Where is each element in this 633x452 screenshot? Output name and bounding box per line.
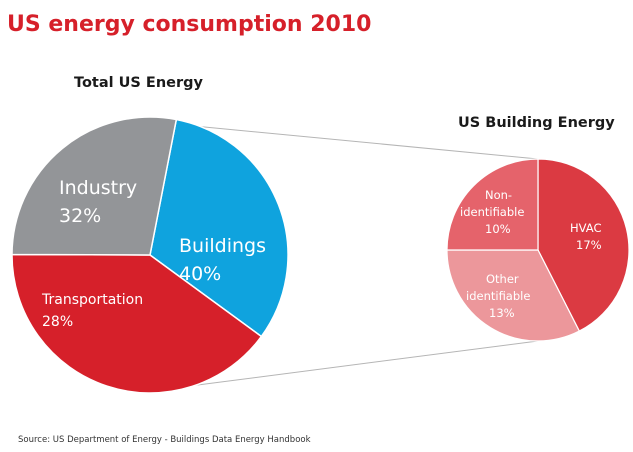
source-note: Source: US Department of Energy - Buildi… [18,435,311,445]
hvac-value: 17% [576,238,602,252]
pie-slice-other-identifiable [446,249,581,342]
buildings-value: 40% [179,263,221,285]
transportation-label: Transportation [41,292,143,308]
non-identifiable-value: 10% [485,222,511,236]
total-energy-title: Total US Energy [74,75,204,91]
pie-slice-industry [149,118,289,338]
industry-value: 32% [59,205,101,227]
other-identifiable-value: 13% [489,306,515,320]
industry-label: Industry [59,177,137,199]
connector-line-top [193,125,539,160]
pie-slice-transportation [11,116,178,256]
building-energy-title: US Building Energy [458,115,615,131]
building-energy-pie [446,158,630,342]
non-identifiable-label-line2: identifiable [460,205,524,219]
pie-slice-buildings [11,253,263,394]
total-energy-pie [11,116,289,394]
transportation-value: 28% [42,314,73,330]
other-identifiable-label-line1: Other [486,272,519,286]
non-identifiable-label-line1: Non- [485,188,512,202]
connector-line-bottom [189,340,539,387]
pie-slice-hvac [537,158,630,332]
pie-slice-non-identifiable [446,158,539,251]
other-identifiable-label-line2: identifiable [466,289,530,303]
buildings-label: Buildings [179,235,266,257]
hvac-label: HVAC [570,221,601,235]
chart-title: US energy consumption 2010 [7,12,371,37]
